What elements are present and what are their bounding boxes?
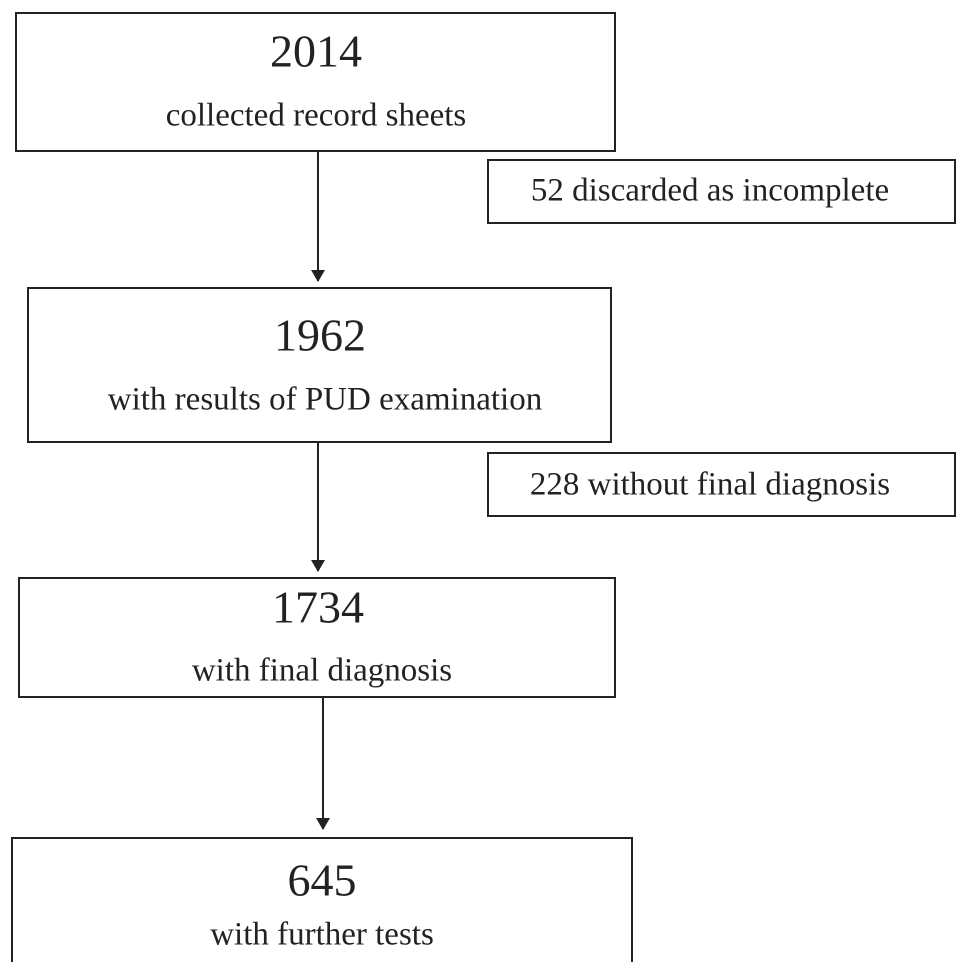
node-box: [15, 12, 616, 152]
node-label: collected record sheets: [166, 98, 467, 134]
node-count: 2014: [270, 26, 362, 77]
node-box: [27, 287, 612, 443]
exclusion-box: [487, 452, 956, 517]
node-count: 1962: [274, 310, 366, 361]
node-count: 645: [288, 855, 357, 906]
exclusion-label: 52 discarded as incomplete: [531, 173, 889, 209]
node-label: with results of PUD examination: [108, 382, 542, 418]
node-count: 1734: [272, 582, 364, 633]
node-box: [11, 837, 633, 962]
exclusion-label: 228 without final diagnosis: [530, 467, 890, 503]
node-label: with further tests: [210, 917, 434, 953]
exclusion-box: [487, 159, 956, 224]
node-label: with final diagnosis: [192, 653, 452, 689]
node-box: [18, 577, 616, 698]
